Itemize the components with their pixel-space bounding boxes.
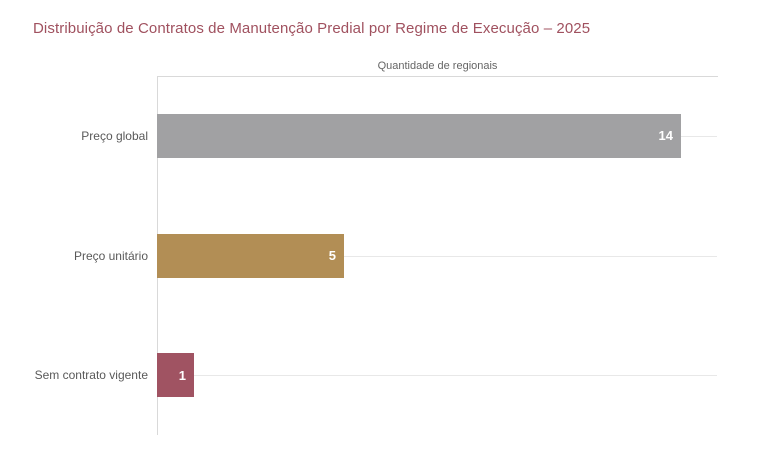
x-axis-line (157, 76, 718, 77)
category-label: Preço unitário (73, 248, 148, 263)
category-label: Preço global (81, 128, 148, 143)
x-axis-title: Quantidade de regionais (377, 60, 498, 72)
bar-row: Preço unitário 5 (0, 196, 768, 316)
chart-title: Distribuição de Contratos de Manutenção … (33, 20, 591, 37)
value-label: 1 (178, 367, 186, 383)
bar-row: Sem contrato vigente 1 (0, 315, 768, 435)
bar: 1 (157, 353, 194, 398)
value-label: 5 (328, 248, 336, 263)
bar: 14 (157, 113, 681, 158)
value-label: 14 (658, 128, 673, 144)
bar-row: Preço global 14 (0, 76, 768, 196)
gridline (157, 255, 717, 257)
bar-rows: Preço global 14 Preço unitário 5 Sem contrat… (0, 76, 768, 435)
gridline (157, 375, 717, 377)
bar: 5 (157, 233, 344, 278)
category-label: Sem contrato vigente (34, 368, 148, 383)
